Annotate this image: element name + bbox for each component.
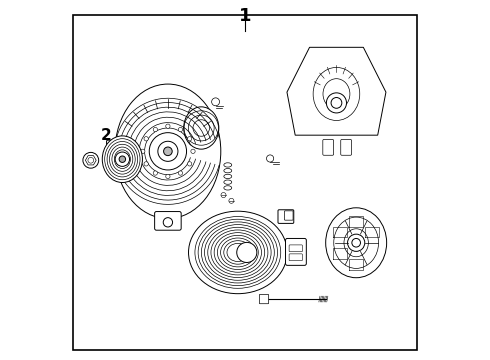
- Polygon shape: [287, 47, 386, 135]
- Circle shape: [237, 242, 257, 262]
- Ellipse shape: [115, 84, 221, 219]
- Circle shape: [188, 136, 192, 141]
- FancyBboxPatch shape: [286, 238, 306, 265]
- Circle shape: [144, 136, 148, 141]
- FancyBboxPatch shape: [341, 139, 351, 155]
- Ellipse shape: [326, 208, 387, 278]
- Circle shape: [88, 157, 94, 163]
- FancyBboxPatch shape: [289, 245, 302, 252]
- FancyBboxPatch shape: [107, 140, 119, 162]
- Circle shape: [347, 234, 365, 251]
- Ellipse shape: [184, 107, 219, 149]
- Circle shape: [149, 133, 187, 170]
- Circle shape: [212, 98, 220, 106]
- Circle shape: [119, 156, 125, 162]
- Circle shape: [331, 98, 342, 108]
- Text: 1: 1: [239, 7, 251, 25]
- Circle shape: [188, 162, 192, 166]
- FancyBboxPatch shape: [155, 212, 181, 230]
- Circle shape: [166, 174, 170, 179]
- Circle shape: [191, 149, 195, 153]
- Polygon shape: [85, 156, 96, 165]
- FancyBboxPatch shape: [323, 139, 334, 155]
- Circle shape: [221, 193, 226, 198]
- Text: 2: 2: [100, 128, 111, 143]
- Circle shape: [115, 152, 129, 166]
- Circle shape: [178, 171, 183, 175]
- Circle shape: [326, 93, 346, 113]
- FancyBboxPatch shape: [285, 211, 293, 220]
- Ellipse shape: [189, 211, 287, 294]
- FancyBboxPatch shape: [289, 254, 302, 261]
- Circle shape: [153, 171, 157, 175]
- FancyBboxPatch shape: [259, 294, 269, 304]
- Circle shape: [83, 152, 98, 168]
- Circle shape: [178, 127, 183, 132]
- Circle shape: [267, 155, 274, 162]
- Circle shape: [352, 238, 361, 247]
- Circle shape: [153, 127, 157, 132]
- Circle shape: [158, 141, 178, 161]
- Circle shape: [163, 218, 172, 227]
- Ellipse shape: [102, 136, 143, 183]
- FancyBboxPatch shape: [278, 210, 294, 224]
- Circle shape: [166, 124, 170, 129]
- Circle shape: [144, 162, 148, 166]
- Circle shape: [141, 149, 145, 153]
- Circle shape: [229, 198, 234, 203]
- Circle shape: [164, 147, 172, 156]
